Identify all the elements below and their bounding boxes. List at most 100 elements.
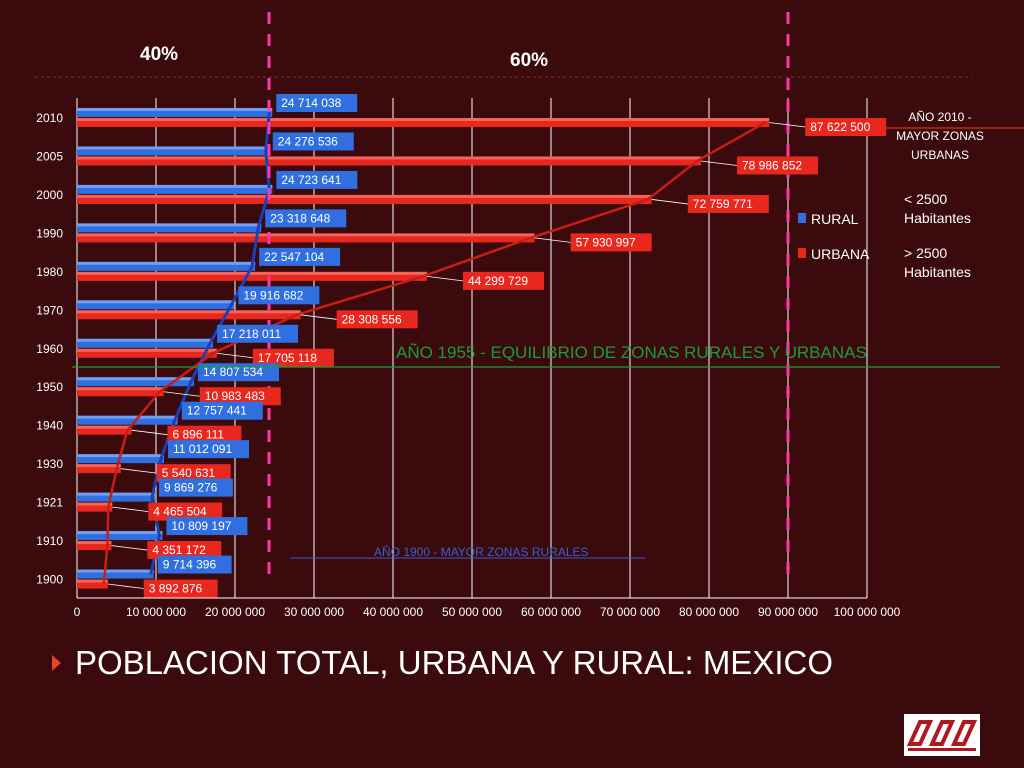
rural-bar-highlight [77, 184, 273, 188]
urbana-data-label: 4 351 172 [152, 543, 206, 557]
urbana-leader-line [107, 583, 144, 589]
rural-data-label: 19 916 682 [243, 288, 303, 302]
urbana-leader-line [769, 122, 806, 128]
urbana-data-label: 17 705 118 [258, 351, 317, 365]
urbana-data-label: 87 622 500 [810, 120, 870, 134]
rural-bar [77, 338, 214, 348]
company-logo [904, 714, 980, 756]
bars [77, 108, 770, 589]
rural-data-label-box [166, 517, 248, 536]
legend-urbana-label: URBANA [811, 246, 870, 262]
urbana-leader-line [163, 391, 200, 397]
x-tick-label: 30 000 000 [284, 605, 344, 619]
rural-data-label: 9 714 396 [163, 558, 217, 572]
x-tick-label: 70 000 000 [600, 605, 660, 619]
share-left-label: 40% [140, 44, 178, 65]
rural-data-label: 10 809 197 [171, 519, 231, 533]
urbana-bar-highlight [77, 579, 108, 583]
urbana-data-label: 44 299 729 [468, 274, 528, 288]
rural-data-label: 11 012 091 [173, 442, 232, 456]
urbana-bar [77, 502, 113, 512]
rural-data-label: 17 218 011 [222, 327, 281, 341]
year-label: 1970 [36, 303, 63, 317]
rural-data-label-box [259, 247, 341, 266]
urbana-data-label-box [687, 194, 769, 213]
rural-data-label-box [181, 401, 263, 420]
rural-data-label: 24 276 536 [278, 134, 338, 148]
urbana-bar [77, 464, 121, 474]
rural-bar-highlight [77, 223, 262, 227]
year-label: 1921 [36, 496, 63, 510]
rural-data-label-box [276, 94, 358, 112]
rural-data-label-box [217, 324, 299, 343]
urbana-data-label: 78 986 852 [742, 158, 802, 172]
year-label: 1990 [36, 226, 63, 240]
urbana-data-label-box [156, 464, 231, 483]
urbana-leader-line [534, 237, 571, 243]
rural-bar [77, 531, 163, 541]
urbana-bar [77, 194, 652, 204]
annotation-2010: AÑO 2010 - MAYOR ZONAS URBANAS [896, 110, 984, 162]
slide-title: POBLACION TOTAL, URBANA Y RURAL: MEXICO [52, 644, 833, 682]
rural-bar [77, 184, 273, 194]
year-label: 2010 [36, 111, 63, 125]
rural-data-label: 22 547 104 [264, 250, 324, 264]
urbana-data-label: 28 308 556 [342, 312, 402, 326]
urbana-leader-line [651, 199, 688, 205]
year-label: 1900 [36, 573, 63, 587]
rural-bar-highlight [77, 415, 178, 419]
urbana-bar-highlight [77, 425, 132, 429]
urbana-bar-highlight [77, 118, 770, 121]
divider-lines [267, 12, 790, 576]
urbana-trend-line [102, 121, 766, 585]
x-tick-label: 60 000 000 [521, 605, 581, 619]
rural-bar-highlight [77, 569, 154, 573]
rural-data-label: 14 807 534 [203, 365, 263, 379]
rural-bar-highlight [77, 146, 269, 150]
rural-bar-highlight [77, 108, 273, 111]
urbana-data-label: 3 892 876 [149, 582, 203, 596]
rural-data-label: 9 869 276 [164, 481, 218, 495]
x-tick-label: 20 000 000 [205, 605, 265, 619]
annotation-2010-line: URBANAS [911, 148, 969, 162]
year-label: 1930 [36, 457, 63, 471]
urbana-data-label: 5 540 631 [162, 466, 216, 480]
urbana-bar [77, 348, 217, 358]
x-tick-label: 90 000 000 [758, 605, 818, 619]
urbana-data-label: 10 983 483 [205, 389, 265, 403]
x-tick-label: 0 [74, 605, 81, 619]
legend: RURAL URBANA [798, 211, 870, 262]
urbana-data-label-box [336, 310, 418, 329]
rural-bar-highlight [77, 377, 194, 381]
rural-bar [77, 261, 256, 271]
urbana-bar-highlight [77, 502, 113, 506]
x-tick-label: 80 000 000 [679, 605, 739, 619]
rural-bar-highlight [77, 492, 155, 496]
rural-bar-highlight [77, 338, 214, 342]
urbana-bar-highlight [77, 271, 427, 275]
urbana-leader-line [426, 275, 464, 282]
rural-data-label: 12 757 441 [187, 404, 247, 418]
year-label: 2000 [36, 188, 63, 202]
urbana-bar [77, 118, 770, 127]
rural-bar-highlight [77, 300, 235, 304]
rural-data-label-box [157, 555, 232, 574]
urbana-leader-line [112, 506, 149, 513]
year-label: 1940 [36, 419, 63, 433]
rural-bar [77, 223, 262, 233]
urbana-bar [77, 233, 535, 243]
urbana-bar-highlight [77, 194, 652, 198]
year-label: 1960 [36, 342, 63, 356]
slide-title-text: POBLACION TOTAL, URBANA Y RURAL: MEXICO [75, 644, 834, 681]
urbana-bar [77, 425, 132, 435]
urbana-leader-line [131, 429, 168, 436]
rural-desc-line: < 2500 [904, 191, 947, 207]
rural-data-label-box [272, 132, 354, 151]
annotation-2010-line: AÑO 2010 - [908, 110, 971, 124]
urbana-data-label-box [147, 541, 222, 560]
urbana-bar [77, 156, 701, 166]
x-tick-label: 40 000 000 [363, 605, 423, 619]
annotation-1955: AÑO 1955 - EQUILIBRIO DE ZONAS RURALES Y… [396, 343, 867, 362]
urbana-bar [77, 579, 108, 589]
urbana-leader-line [300, 314, 337, 320]
